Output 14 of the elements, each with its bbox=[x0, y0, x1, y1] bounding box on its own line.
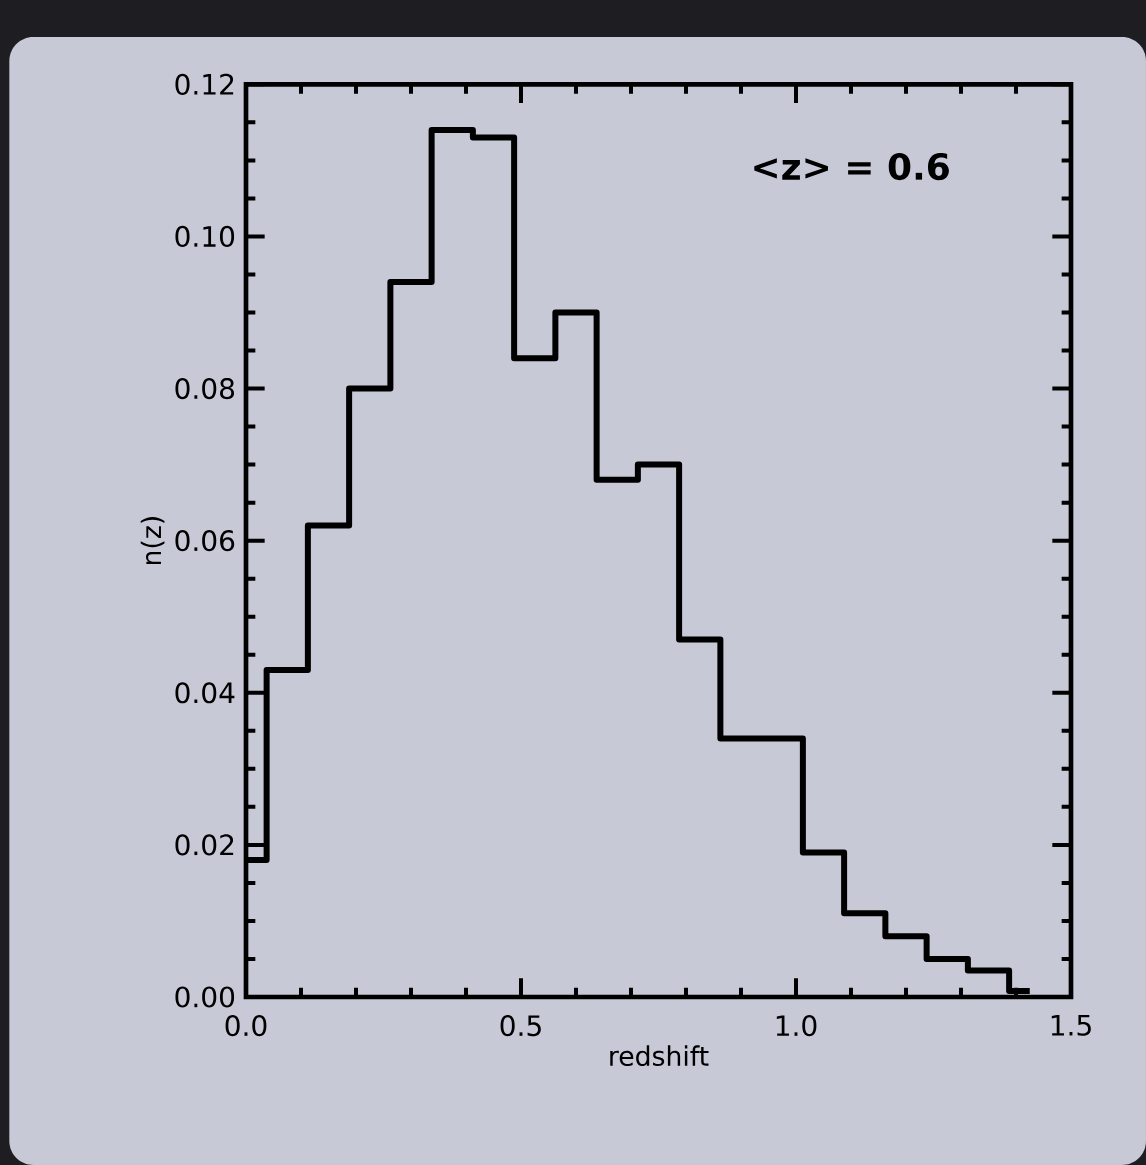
y-tick-label: 0.12 bbox=[175, 73, 234, 95]
x-tick-label: 1.5 bbox=[1051, 1015, 1091, 1036]
y-tick-label: 0.02 bbox=[175, 834, 234, 856]
y-tick-label: 0.10 bbox=[175, 225, 235, 248]
x-tick-label: 0.5 bbox=[500, 1015, 541, 1037]
annotation: <z> = 0.6 bbox=[754, 152, 949, 181]
y-tick-label: 0.00 bbox=[175, 986, 235, 1008]
y-axis-title: n(z) bbox=[140, 517, 165, 565]
x-tick-label: 0.0 bbox=[225, 1015, 267, 1037]
y-tick-label: 0.06 bbox=[175, 530, 235, 552]
x-axis-title: redshift bbox=[610, 1045, 709, 1067]
x-tick-label: 1.0 bbox=[776, 1015, 817, 1037]
y-tick-label: 0.08 bbox=[175, 377, 235, 400]
y-tick-label: 0.04 bbox=[175, 682, 235, 704]
